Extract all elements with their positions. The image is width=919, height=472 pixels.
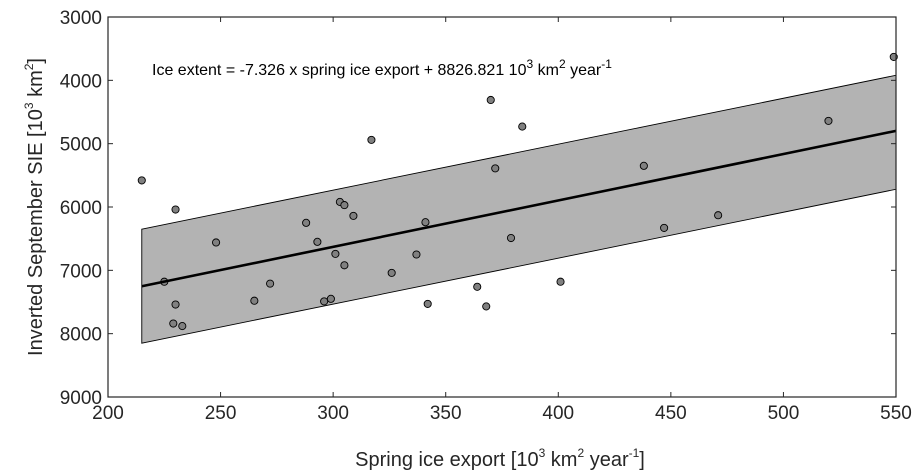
data-point-9	[266, 279, 275, 288]
data-point-13	[326, 294, 335, 303]
x-tick-label-450: 450	[655, 403, 687, 424]
data-point-18	[349, 211, 358, 220]
y-tick-label-3000: 3000	[60, 8, 102, 29]
data-point-23	[423, 299, 432, 308]
data-point-19	[367, 135, 376, 144]
data-point-34	[824, 116, 833, 125]
data-point-32	[660, 223, 669, 232]
data-point-27	[491, 164, 500, 173]
data-point-12	[320, 297, 329, 306]
fit-line-layer	[141, 129, 897, 288]
data-point-25	[482, 302, 491, 311]
x-tick-label-500: 500	[768, 403, 800, 424]
data-point-3	[169, 319, 178, 328]
y-tick-label-9000: 9000	[60, 388, 102, 409]
data-point-17	[340, 261, 349, 270]
data-point-5	[171, 205, 180, 214]
data-point-6	[178, 322, 187, 331]
x-tick-label-200: 200	[92, 403, 124, 424]
y-tick-label-5000: 5000	[60, 135, 102, 156]
ticks-layer	[107, 16, 897, 398]
data-point-22	[421, 218, 430, 227]
data-point-31	[639, 161, 648, 170]
data-point-16	[340, 201, 349, 210]
data-point-4	[171, 300, 180, 309]
data-point-14	[331, 249, 340, 258]
y-tick-label-7000: 7000	[60, 261, 102, 282]
data-point-11	[313, 237, 322, 246]
data-point-7	[212, 238, 221, 247]
x-tick-label-400: 400	[542, 403, 574, 424]
tick-labels-layer: 200 250 300 350 400 450 500 550 3000 4000 5000 6000…	[60, 8, 912, 424]
data-point-1	[137, 176, 146, 185]
y-tick-label-4000: 4000	[60, 71, 102, 92]
data-point-28	[506, 233, 516, 243]
y-axis-label: Inverted September SIE [103 km2]	[22, 58, 47, 356]
data-point-29	[518, 122, 527, 131]
regression-line	[141, 129, 897, 288]
data-point-33	[714, 211, 723, 220]
data-point-30	[556, 277, 565, 286]
data-points-layer	[137, 52, 898, 331]
regression-annotation: Ice extent = -7.326 x spring ice export …	[152, 57, 612, 79]
y-tick-label-8000: 8000	[60, 325, 102, 346]
data-point-26	[486, 95, 495, 105]
x-tick-label-350: 350	[430, 403, 462, 424]
x-tick-label-300: 300	[317, 403, 349, 424]
x-axis-label: Spring ice export [103 km2 year-1]	[355, 446, 645, 471]
x-tick-label-250: 250	[205, 403, 237, 424]
data-point-20	[387, 268, 396, 277]
data-point-24	[473, 282, 482, 291]
data-point-8	[250, 296, 259, 305]
y-tick-label-6000: 6000	[60, 198, 102, 219]
data-point-10	[302, 218, 311, 227]
x-tick-label-550: 550	[880, 403, 912, 424]
data-point-21	[412, 250, 421, 259]
